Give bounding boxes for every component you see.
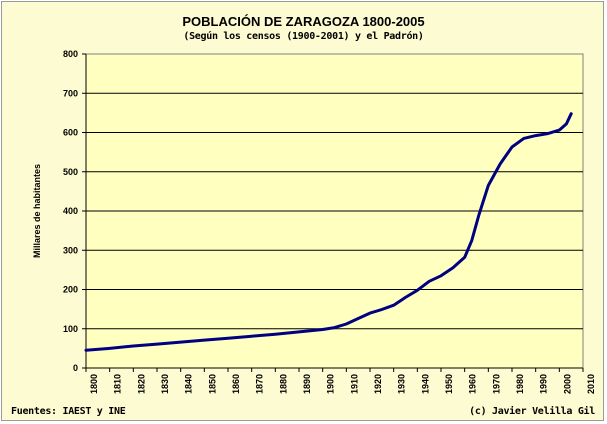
x-tick-label-1940: 1940	[420, 374, 430, 394]
x-tick-label-1860: 1860	[231, 374, 241, 394]
gridlines	[85, 54, 583, 369]
x-tick-label-1910: 1910	[349, 374, 359, 394]
x-tick-label-1830: 1830	[160, 374, 170, 394]
x-tick-label-2010: 2010	[586, 374, 596, 394]
y-tick-label-100: 100	[63, 324, 78, 334]
x-tick-label-1950: 1950	[444, 374, 454, 394]
x-tick-label-1930: 1930	[397, 374, 407, 394]
y-tick-label-0: 0	[73, 363, 78, 373]
x-tick-label-1890: 1890	[302, 374, 312, 394]
x-tick-label-1800: 1800	[89, 374, 99, 394]
x-tick-label-2000: 2000	[562, 374, 572, 394]
x-tick-label-1840: 1840	[184, 374, 194, 394]
x-tick-label-1960: 1960	[468, 374, 478, 394]
x-tick-label-1970: 1970	[491, 374, 501, 394]
sources-note: Fuentes: IAEST y INE	[11, 406, 126, 417]
x-tick-label-1880: 1880	[278, 374, 288, 394]
x-axis-ticks: 1800 1810 1820 1830 1840 1850 1860 1870 1880 1890…	[85, 368, 596, 394]
y-tick-label-700: 700	[63, 88, 78, 98]
x-tick-label-1990: 1990	[539, 374, 549, 394]
x-tick-label-1920: 1920	[373, 374, 383, 394]
y-tick-label-500: 500	[63, 167, 78, 177]
x-tick-label-1900: 1900	[326, 374, 336, 394]
x-tick-label-1810: 1810	[113, 374, 123, 394]
x-tick-label-1870: 1870	[255, 374, 265, 394]
y-tick-label-200: 200	[63, 285, 78, 295]
y-tick-label-800: 800	[63, 49, 78, 59]
y-axis-ticks: 0 100 200 300 400 500 600 700 800	[63, 49, 86, 373]
y-tick-label-400: 400	[63, 206, 78, 216]
chart-title: POBLACIÓN DE ZARAGOZA 1800-2005	[182, 14, 425, 29]
x-tick-label-1850: 1850	[207, 374, 217, 394]
author-credit: (c) Javier Velilla Gil	[469, 406, 595, 417]
y-axis-label: Millares de habitantes	[32, 164, 42, 258]
x-tick-label-1980: 1980	[515, 374, 525, 394]
y-tick-label-600: 600	[63, 128, 78, 138]
population-series-line	[84, 112, 573, 352]
y-tick-label-300: 300	[63, 245, 78, 255]
chart-subtitle: (Según los censos (1900-2001) y el Padró…	[183, 31, 424, 42]
x-tick-label-1820: 1820	[136, 374, 146, 394]
